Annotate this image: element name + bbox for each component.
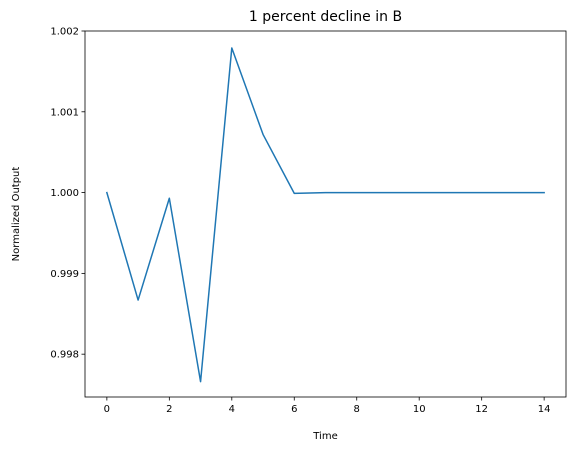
x-tick-label: 0 [104, 404, 110, 415]
chart-title: 1 percent decline in B [249, 9, 402, 25]
y-tick-label: 0.999 [50, 269, 79, 280]
x-tick-label: 6 [291, 404, 297, 415]
series-line-1 [105, 47, 545, 383]
y-tick-label: 0.998 [50, 350, 79, 361]
x-axis: 0 2 4 6 8 10 12 14 [104, 397, 551, 415]
x-tick-label: 2 [166, 404, 172, 415]
y-axis-label: Normalized Output [11, 167, 22, 262]
plot-area [105, 47, 545, 383]
y-tick-label: 1.002 [50, 27, 79, 38]
x-tick-label: 14 [538, 404, 551, 415]
x-axis-label: Time [312, 431, 337, 442]
y-tick-label: 1.001 [50, 107, 79, 118]
x-tick-label: 8 [354, 404, 360, 415]
y-tick-label: 1.000 [50, 188, 79, 199]
y-axis: 0.998 0.999 1.000 1.001 1.002 [50, 27, 85, 361]
x-tick-label: 10 [413, 404, 426, 415]
plot-frame [84, 30, 567, 398]
x-tick-label: 4 [229, 404, 235, 415]
x-tick-label: 12 [475, 404, 488, 415]
